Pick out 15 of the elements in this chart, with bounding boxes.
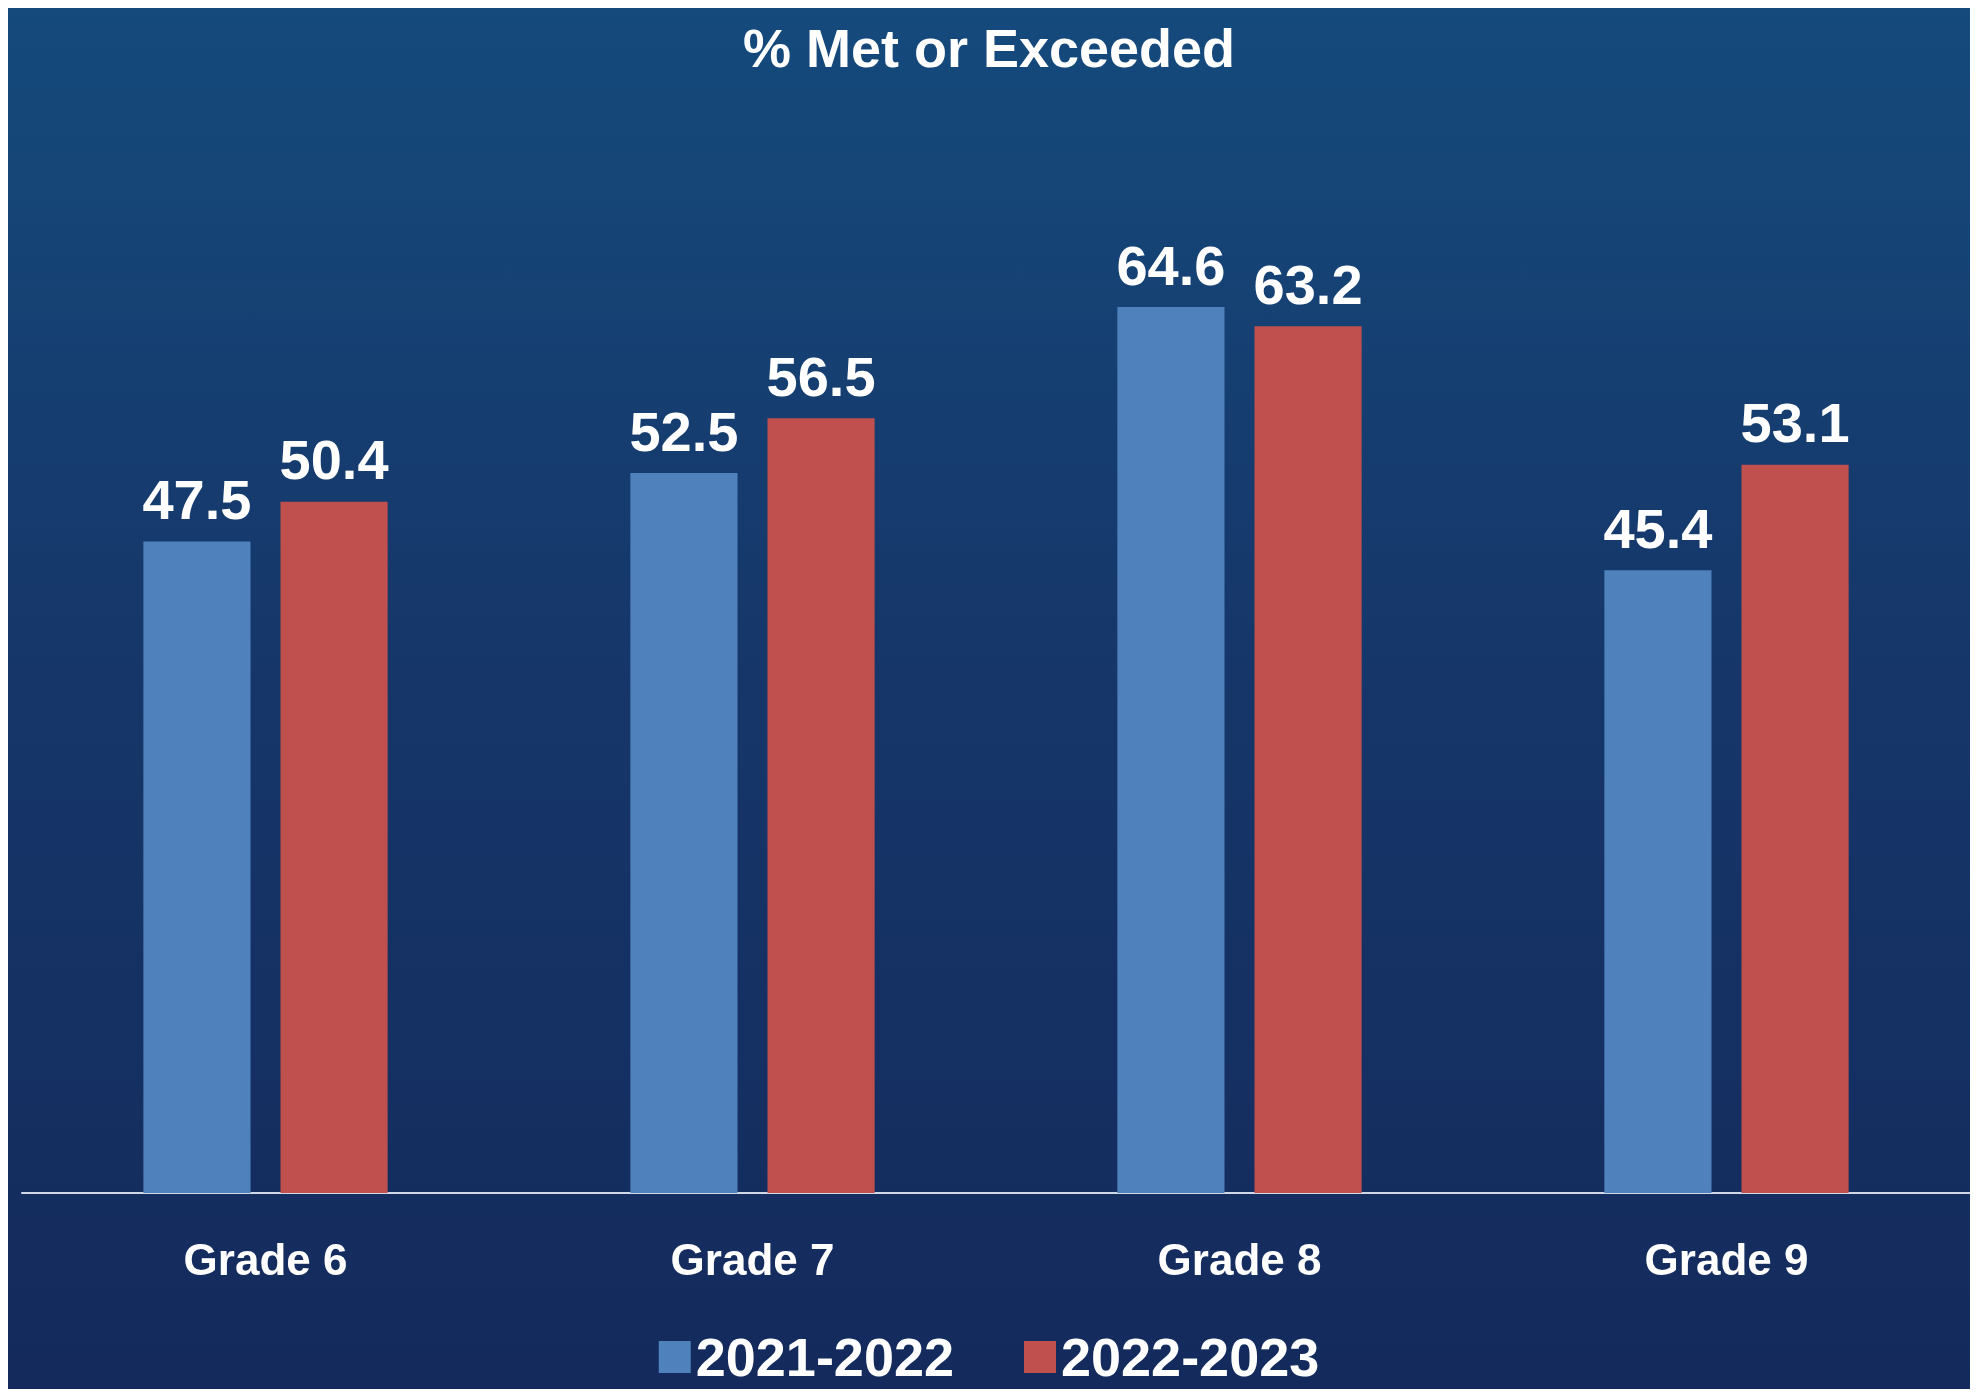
data-label: 53.1 [1740,391,1850,455]
data-label: 63.2 [1253,252,1363,316]
x-tick-label: Grade 9 [1644,1234,1809,1284]
legend-label: 2022-2023 [1061,1327,1320,1387]
data-label: 56.5 [766,344,876,408]
data-label: 47.5 [142,468,252,532]
x-tick-label: Grade 6 [183,1234,348,1284]
data-label: 50.4 [279,428,389,492]
data-label: 45.4 [1603,496,1713,560]
x-tick-label: Grade 7 [670,1234,835,1284]
chart-title: % Met or Exceeded [742,18,1236,78]
x-tick-label: Grade 8 [1157,1234,1322,1284]
data-label: 64.6 [1116,233,1226,297]
data-label: 52.5 [629,399,739,463]
legend-label: 2021-2022 [695,1327,955,1387]
